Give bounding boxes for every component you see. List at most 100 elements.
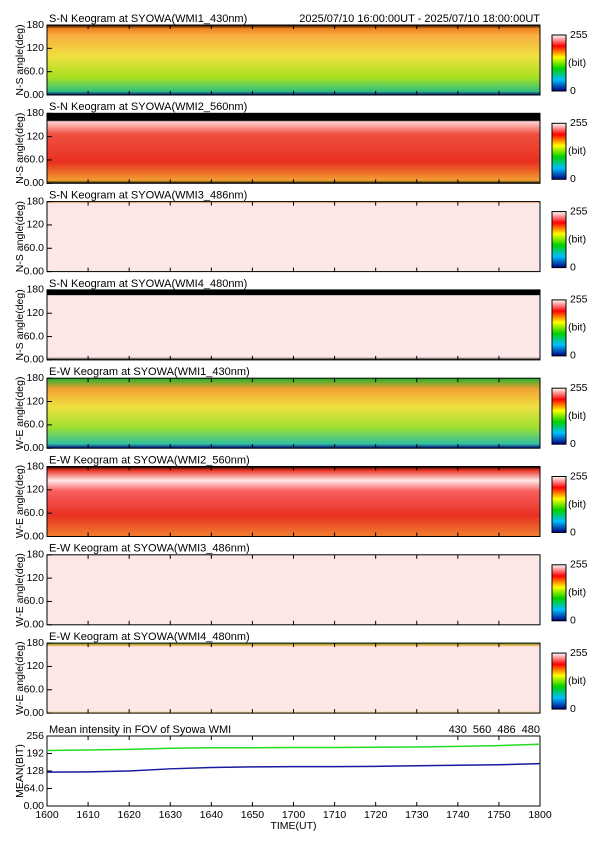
y-tick-label: 60.0 xyxy=(24,154,45,166)
colorbar-label: (bit) xyxy=(568,410,586,422)
colorbar xyxy=(551,476,567,533)
colorbar-tick-label: 0 xyxy=(570,703,576,715)
colorbar-tick-label: 0 xyxy=(570,615,576,627)
y-tick-label: 120 xyxy=(26,307,44,319)
colorbar xyxy=(551,652,567,710)
panel-title: S-N Keogram at SYOWA(WMI2_560nm) xyxy=(49,101,247,113)
panel-title: S-N Keogram at SYOWA(WMI3_486nm) xyxy=(49,190,247,202)
y-tick-label: 0.00 xyxy=(24,265,45,277)
colorbar-label: (bit) xyxy=(568,675,586,687)
colorbar-label: (bit) xyxy=(568,498,586,510)
legend-entry: 486 xyxy=(497,724,515,736)
keogram-image xyxy=(47,201,540,272)
x-tick-label: 1650 xyxy=(241,809,265,821)
y-tick-label: 0.00 xyxy=(24,800,45,812)
x-tick-label: 1740 xyxy=(446,809,470,821)
colorbar-tick-label: 0 xyxy=(570,350,576,362)
panel-title: E-W Keogram at SYOWA(WMI4_480nm) xyxy=(49,631,250,643)
y-tick-label: 60.0 xyxy=(24,419,45,431)
series-line xyxy=(46,762,541,773)
x-tick-label: 1730 xyxy=(405,809,429,821)
y-tick-label: 180 xyxy=(26,637,44,649)
x-tick-label: 1800 xyxy=(528,809,552,821)
y-tick-label: 180 xyxy=(26,107,44,119)
y-tick-label: 0.00 xyxy=(24,89,45,101)
colorbar-tick-label: 255 xyxy=(570,382,588,394)
axis-label: N-S angle(deg) xyxy=(14,201,26,272)
y-tick-label: 0.00 xyxy=(24,177,45,189)
y-tick-label: 180 xyxy=(26,549,44,561)
colorbar-tick-label: 0 xyxy=(570,261,576,273)
y-tick-label: 120 xyxy=(26,572,44,584)
colorbar-label: (bit) xyxy=(568,145,586,157)
axis-label: MEAN(BIT) xyxy=(14,744,26,798)
y-tick-label: 120 xyxy=(26,219,44,231)
y-tick-label: 60.0 xyxy=(24,507,45,519)
y-tick-label: 120 xyxy=(26,395,44,407)
colorbar xyxy=(551,564,567,622)
panel-title: S-N Keogram at SYOWA(WMI4_480nm) xyxy=(49,278,247,290)
colorbar xyxy=(551,211,567,269)
y-tick-label: 60.0 xyxy=(24,684,45,696)
x-tick-label: 1620 xyxy=(117,809,141,821)
colorbar-tick-label: 255 xyxy=(570,29,588,41)
y-tick-label: 180 xyxy=(26,460,44,472)
series-line xyxy=(46,743,541,752)
keogram-image xyxy=(47,289,540,360)
y-tick-label: 60.0 xyxy=(24,330,45,342)
keogram-image xyxy=(47,113,540,184)
axis-label: W-E angle(deg) xyxy=(14,641,26,714)
y-tick-label: 0.00 xyxy=(24,707,45,719)
colorbar-tick-label: 0 xyxy=(570,173,576,185)
panel-title: Mean intensity in FOV of Syowa WMI xyxy=(49,724,231,736)
y-tick-label: 0.00 xyxy=(24,619,45,631)
x-tick-label: 1610 xyxy=(76,809,100,821)
axis-label: W-E angle(deg) xyxy=(14,377,26,450)
keogram-image xyxy=(47,25,540,95)
y-tick-label: 120 xyxy=(26,484,44,496)
axis-label: W-E angle(deg) xyxy=(14,553,26,626)
panel-title: E-W Keogram at SYOWA(WMI2_560nm) xyxy=(49,454,250,466)
x-tick-label: 1710 xyxy=(323,809,347,821)
colorbar-label: (bit) xyxy=(568,57,586,69)
y-tick-label: 60.0 xyxy=(24,65,45,77)
y-tick-label: 180 xyxy=(26,372,44,384)
y-tick-label: 192 xyxy=(26,747,44,759)
colorbar xyxy=(551,34,567,92)
colorbar-label: (bit) xyxy=(568,587,586,599)
x-tick-label: 1720 xyxy=(364,809,388,821)
colorbar-tick-label: 0 xyxy=(570,85,576,97)
y-tick-label: 180 xyxy=(26,284,44,296)
y-tick-label: 0.00 xyxy=(24,442,45,454)
colorbar xyxy=(551,387,567,445)
y-tick-label: 256 xyxy=(26,730,44,742)
y-tick-label: 60.0 xyxy=(24,595,45,607)
y-tick-label: 180 xyxy=(26,195,44,207)
y-tick-label: 60.0 xyxy=(24,242,45,254)
keogram-image xyxy=(47,554,540,625)
colorbar-tick-label: 255 xyxy=(570,205,588,217)
colorbar-tick-label: 255 xyxy=(570,647,588,659)
y-tick-label: 120 xyxy=(26,130,44,142)
axis-label: TIME(UT) xyxy=(270,820,316,832)
colorbar-label: (bit) xyxy=(568,233,586,245)
panel-title: E-W Keogram at SYOWA(WMI1_430nm) xyxy=(49,366,250,378)
colorbar-tick-label: 255 xyxy=(570,470,588,482)
colorbar xyxy=(551,122,567,180)
x-tick-label: 1750 xyxy=(487,809,511,821)
colorbar xyxy=(551,299,567,357)
legend-entry: 480 xyxy=(522,724,540,736)
x-tick-label: 1630 xyxy=(159,809,183,821)
panel-title: S-N Keogram at SYOWA(WMI1_430nm) xyxy=(49,13,247,25)
keogram-image xyxy=(47,643,540,714)
keogram-image xyxy=(47,378,540,449)
axis-label: N-S angle(deg) xyxy=(14,24,26,95)
x-tick-label: 1700 xyxy=(282,809,306,821)
y-tick-label: 120 xyxy=(26,42,44,54)
colorbar-tick-label: 0 xyxy=(570,526,576,538)
keogram-image xyxy=(47,466,540,537)
time-range: 2025/07/10 16:00:00UT - 2025/07/10 18:00… xyxy=(299,13,540,25)
x-tick-label: 1640 xyxy=(200,809,224,821)
axis-label: W-E angle(deg) xyxy=(14,465,26,538)
axis-label: N-S angle(deg) xyxy=(14,113,26,184)
